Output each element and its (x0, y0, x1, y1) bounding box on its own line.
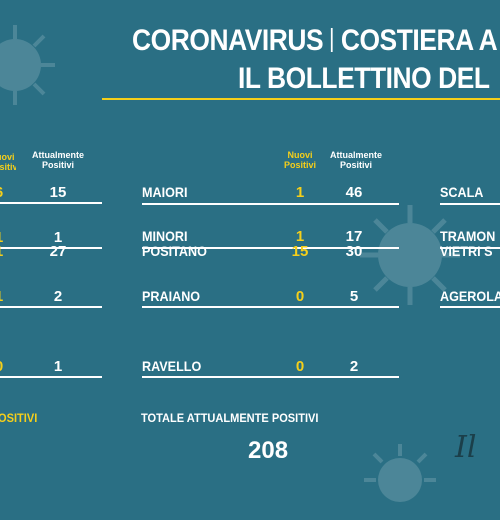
header-current-positive-middle: Attualmente Positivi (329, 150, 382, 170)
page-title-line-2: IL BOLLETTINO DEL (238, 62, 490, 95)
virus-decoration-icon (360, 205, 460, 305)
publisher-logo: Il (455, 430, 477, 465)
town-vietri: VIETRI S (440, 243, 493, 259)
maiori-current: 46 (345, 184, 363, 201)
row-divider (142, 203, 399, 205)
page-title-line-1: CORONAVIRUS COSTIERA A (132, 24, 498, 58)
header-current-positive-left: Attualmente Positivi (31, 150, 84, 170)
row-divider (0, 247, 102, 249)
town-tramonti: TRAMON (440, 228, 496, 244)
virus-decoration-icon (0, 25, 55, 105)
left-row-5-current: 1 (53, 358, 63, 375)
town-agerola: AGEROLA (440, 288, 500, 304)
virus-decoration-icon (364, 444, 436, 502)
ravello-current: 2 (349, 358, 359, 375)
title-costiera: COSTIERA A (340, 24, 498, 57)
row-divider (440, 306, 500, 308)
total-current-positive-value: 208 (248, 437, 289, 464)
praiano-current: 5 (349, 288, 359, 305)
town-maiori: MAIORI (142, 184, 188, 200)
left-row-1-current: 15 (49, 184, 67, 201)
row-divider (0, 202, 102, 204)
ravello-new: 0 (295, 358, 305, 375)
header-new-positive-left: Nuovi Positivi (0, 152, 16, 172)
row-divider (142, 306, 399, 308)
header-new-positive-middle: Nuovi Positivi (283, 150, 316, 170)
town-minori: MINORI (142, 228, 188, 244)
left-row-3-current: 27 (49, 243, 67, 260)
left-row-4-new: 1 (0, 288, 14, 305)
positano-current: 30 (345, 243, 363, 260)
row-divider (0, 306, 102, 308)
left-row-5-new: 0 (0, 358, 14, 375)
total-current-positive-label: TOTALE ATTUALMENTE POSITIVI (141, 411, 319, 425)
left-row-1-new: 6 (0, 184, 14, 201)
positano-new: 15 (291, 243, 309, 260)
left-row-2-new: 1 (0, 229, 14, 246)
minori-new: 1 (295, 228, 305, 245)
left-row-2-current: 1 (53, 229, 63, 246)
row-divider (440, 203, 500, 205)
left-row-4-current: 2 (53, 288, 63, 305)
row-divider (0, 376, 102, 378)
town-ravello: RAVELLO (142, 358, 202, 374)
town-praiano: PRAIANO (142, 288, 201, 304)
minori-current: 17 (345, 228, 363, 245)
maiori-new: 1 (295, 184, 305, 201)
title-separator (331, 28, 333, 52)
row-divider (142, 376, 399, 378)
title-coronavirus: CORONAVIRUS (132, 24, 324, 57)
title-underline (102, 98, 500, 100)
row-divider (440, 247, 500, 249)
praiano-new: 0 (295, 288, 305, 305)
town-positano: POSITANO (142, 243, 207, 259)
left-row-3-new: 1 (0, 243, 14, 260)
total-new-positive-label: OSITIVI (0, 411, 38, 425)
row-divider (142, 247, 399, 249)
town-scala: SCALA (440, 184, 484, 200)
